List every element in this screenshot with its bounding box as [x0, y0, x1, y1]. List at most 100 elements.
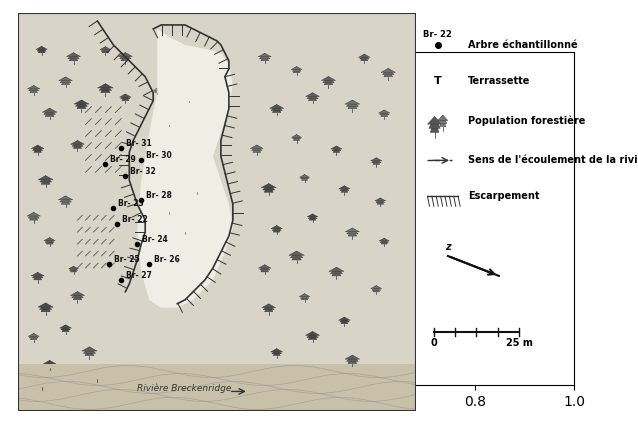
Polygon shape: [332, 269, 341, 274]
Polygon shape: [260, 266, 270, 269]
Polygon shape: [68, 53, 79, 58]
Text: Br- 24: Br- 24: [142, 235, 168, 244]
Polygon shape: [31, 145, 44, 149]
Polygon shape: [121, 52, 130, 61]
Polygon shape: [73, 140, 82, 149]
Polygon shape: [430, 117, 439, 132]
Polygon shape: [70, 139, 85, 144]
Polygon shape: [274, 226, 280, 232]
Polygon shape: [292, 252, 302, 258]
Polygon shape: [305, 92, 320, 96]
Polygon shape: [332, 145, 341, 152]
Polygon shape: [174, 255, 181, 259]
Polygon shape: [289, 64, 304, 68]
Polygon shape: [348, 102, 357, 107]
Polygon shape: [347, 356, 357, 362]
Polygon shape: [26, 212, 41, 216]
Polygon shape: [41, 176, 50, 184]
Polygon shape: [45, 110, 55, 115]
Polygon shape: [91, 372, 105, 375]
Polygon shape: [155, 88, 160, 93]
Polygon shape: [38, 45, 45, 53]
Polygon shape: [339, 316, 350, 322]
Polygon shape: [373, 157, 380, 165]
Text: Br- 25: Br- 25: [114, 255, 140, 264]
Polygon shape: [100, 86, 111, 89]
Polygon shape: [375, 196, 386, 202]
Polygon shape: [308, 212, 317, 220]
Polygon shape: [309, 334, 316, 339]
Polygon shape: [373, 196, 387, 200]
Polygon shape: [74, 100, 89, 104]
Text: Br- 29: Br- 29: [110, 155, 136, 165]
Polygon shape: [102, 86, 109, 93]
Polygon shape: [61, 326, 71, 329]
Polygon shape: [290, 64, 303, 71]
Polygon shape: [34, 273, 41, 280]
Polygon shape: [193, 187, 201, 190]
Polygon shape: [369, 284, 383, 288]
Polygon shape: [262, 303, 276, 307]
Polygon shape: [369, 157, 383, 161]
Text: Br- 31: Br- 31: [126, 139, 152, 149]
Polygon shape: [153, 88, 161, 90]
Polygon shape: [300, 293, 309, 298]
Polygon shape: [261, 266, 269, 270]
Polygon shape: [378, 237, 390, 241]
Polygon shape: [31, 87, 37, 93]
Polygon shape: [331, 145, 342, 150]
Polygon shape: [271, 105, 283, 109]
Polygon shape: [31, 334, 37, 339]
Polygon shape: [251, 145, 262, 150]
Polygon shape: [302, 175, 308, 180]
Polygon shape: [77, 100, 86, 109]
Text: Br- 32: Br- 32: [130, 167, 156, 176]
Polygon shape: [347, 229, 358, 234]
Polygon shape: [330, 269, 343, 272]
Polygon shape: [438, 115, 448, 120]
Polygon shape: [31, 273, 44, 276]
Polygon shape: [271, 226, 282, 229]
Polygon shape: [324, 79, 332, 83]
Text: T: T: [434, 76, 441, 86]
Polygon shape: [182, 228, 188, 232]
Text: Sens de l'écoulement de la rivière: Sens de l'écoulement de la rivière: [468, 155, 638, 165]
Polygon shape: [250, 145, 263, 149]
Polygon shape: [290, 132, 304, 136]
Polygon shape: [167, 120, 172, 125]
Polygon shape: [264, 304, 273, 312]
Text: Br- 23: Br- 23: [118, 199, 144, 208]
Polygon shape: [63, 79, 69, 85]
Polygon shape: [154, 88, 160, 91]
Polygon shape: [360, 54, 368, 61]
Polygon shape: [166, 208, 172, 211]
Polygon shape: [290, 252, 303, 256]
Polygon shape: [429, 117, 440, 128]
Polygon shape: [93, 372, 101, 379]
Polygon shape: [43, 235, 56, 242]
Polygon shape: [71, 292, 84, 297]
Polygon shape: [73, 292, 82, 300]
Polygon shape: [70, 291, 85, 295]
Polygon shape: [40, 305, 52, 308]
Polygon shape: [165, 120, 173, 122]
Text: Escarpement: Escarpement: [468, 191, 540, 201]
Polygon shape: [292, 64, 301, 73]
Polygon shape: [75, 100, 87, 107]
Polygon shape: [379, 109, 390, 115]
Polygon shape: [261, 54, 269, 61]
Polygon shape: [383, 69, 394, 75]
Text: Br- 30: Br- 30: [146, 152, 172, 160]
Polygon shape: [61, 79, 70, 83]
Polygon shape: [299, 293, 311, 296]
Polygon shape: [18, 13, 416, 411]
Polygon shape: [194, 188, 200, 191]
Polygon shape: [307, 212, 318, 218]
Polygon shape: [42, 305, 49, 312]
Polygon shape: [380, 237, 389, 242]
Text: Br- 28: Br- 28: [146, 191, 172, 200]
Text: Terrassette: Terrassette: [468, 76, 531, 86]
Polygon shape: [272, 348, 281, 355]
Polygon shape: [195, 188, 200, 192]
Polygon shape: [38, 175, 54, 180]
